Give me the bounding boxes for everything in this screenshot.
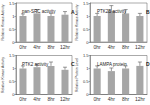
svg-text:D: D: [146, 61, 150, 67]
svg-text:PTK2 activity: PTK2 activity: [22, 62, 49, 67]
svg-text:0.5: 0.5: [83, 27, 89, 32]
svg-text:pan-SRC activity: pan-SRC activity: [22, 9, 56, 14]
svg-text:4hr: 4hr: [33, 44, 41, 50]
svg-text:0hr: 0hr: [19, 44, 27, 50]
svg-text:Relative Kinase Activity: Relative Kinase Activity: [1, 4, 5, 40]
svg-text:0: 0: [86, 40, 89, 45]
svg-text:0hr: 0hr: [94, 44, 102, 50]
svg-text:4hr: 4hr: [108, 44, 116, 50]
svg-text:1.5: 1.5: [9, 53, 15, 58]
svg-text:1: 1: [12, 14, 15, 19]
svg-text:0hr: 0hr: [94, 96, 102, 102]
svg-text:0: 0: [12, 92, 15, 97]
svg-text:0.5: 0.5: [83, 79, 89, 84]
svg-text:8hr: 8hr: [47, 96, 55, 102]
svg-text:4hr: 4hr: [108, 96, 116, 102]
svg-text:8hr: 8hr: [47, 44, 55, 50]
svg-text:8hr: 8hr: [122, 96, 130, 102]
svg-text:PTK2B activity: PTK2B activity: [97, 9, 127, 14]
svg-text:1: 1: [86, 14, 89, 19]
svg-text:Relative Protein Level: Relative Protein Level: [75, 58, 79, 92]
svg-text:1: 1: [86, 66, 89, 71]
svg-text:LAMPA protein: LAMPA protein: [97, 62, 127, 67]
svg-text:0: 0: [86, 92, 89, 97]
svg-text:1.5: 1.5: [9, 1, 15, 6]
svg-text:12hr: 12hr: [60, 96, 70, 102]
svg-text:12hr: 12hr: [135, 96, 145, 102]
svg-text:12hr: 12hr: [60, 44, 70, 50]
svg-text:1: 1: [12, 66, 15, 71]
svg-text:C: C: [71, 61, 75, 67]
svg-text:1.5: 1.5: [83, 53, 89, 58]
svg-text:0.5: 0.5: [9, 27, 15, 32]
svg-text:4hr: 4hr: [33, 96, 41, 102]
svg-text:8hr: 8hr: [122, 44, 130, 50]
svg-text:0.5: 0.5: [9, 79, 15, 84]
svg-text:1.5: 1.5: [83, 1, 89, 6]
svg-text:A: A: [71, 9, 75, 15]
svg-text:0: 0: [12, 40, 15, 45]
svg-text:Relative Kinase Activity: Relative Kinase Activity: [75, 4, 79, 40]
svg-text:Relative Kinase Activity: Relative Kinase Activity: [1, 57, 5, 93]
svg-text:12hr: 12hr: [135, 44, 145, 50]
svg-text:B: B: [146, 9, 150, 15]
svg-text:0hr: 0hr: [19, 96, 27, 102]
